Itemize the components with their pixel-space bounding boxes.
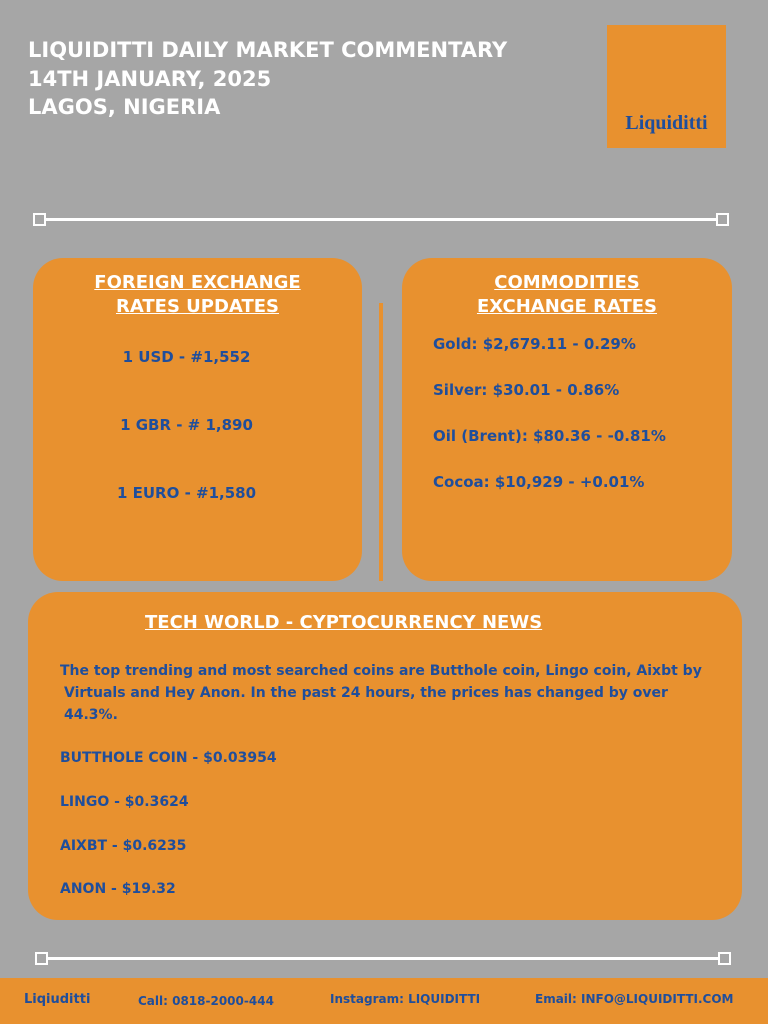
divider-end (716, 213, 729, 226)
divider-end (718, 952, 731, 965)
forex-card: FOREIGN EXCHANGE RATES UPDATES 1 USD - #… (33, 258, 362, 581)
paragraph-line: Virtuals and Hey Anon. In the past 24 ho… (64, 685, 668, 701)
logo-text: Liquiditti (625, 112, 708, 134)
tech-card: TECH WORLD - CYPTOCURRENCY NEWS The top … (28, 592, 742, 920)
footer-instagram: Instagram: LIQUIDITTI (330, 992, 481, 1006)
coin: ANON - $19.32 (60, 881, 176, 897)
separator (379, 303, 383, 581)
rate: Gold: $2,679.11 - 0.29% (433, 335, 636, 353)
card-title: COMMODITIES (494, 272, 640, 293)
footer-call: Call: 0818-2000-444 (138, 994, 274, 1008)
paragraph-line: The top trending and most searched coins… (60, 663, 702, 679)
footer (0, 978, 768, 1024)
rate: 1 GBR - # 1,890 (120, 416, 253, 434)
logo-box: Liquiditti (607, 25, 726, 148)
divider (40, 218, 724, 221)
title-line: 14TH JANUARY, 2025 (28, 67, 272, 91)
commodities-card: COMMODITIES EXCHANGE RATES Gold: $2,679.… (402, 258, 732, 581)
rate: Oil (Brent): $80.36 - -0.81% (433, 427, 666, 445)
coin: LINGO - $0.3624 (60, 794, 189, 810)
card-title: TECH WORLD - CYPTOCURRENCY NEWS (145, 612, 543, 633)
footer-email: Email: INFO@LIQUIDITTI.COM (535, 992, 734, 1006)
footer-brand: Liqiuditti (24, 992, 91, 1007)
card-title: EXCHANGE RATES (476, 296, 658, 317)
rate: 1 EURO - #1,580 (116, 484, 257, 502)
coin: BUTTHOLE COIN - $0.03954 (60, 750, 277, 766)
rate: Silver: $30.01 - 0.86% (433, 381, 620, 399)
coin: AIXBT - $0.6235 (60, 838, 187, 854)
card-title: RATES UPDATES (115, 296, 280, 317)
title-line: LIQUIDITTI DAILY MARKET COMMENTARY (28, 38, 508, 62)
rate: Cocoa: $10,929 - +0.01% (433, 473, 645, 491)
divider (42, 957, 726, 960)
paragraph-line: 44.3%. (64, 707, 118, 723)
title-line: LAGOS, NIGERIA (28, 95, 221, 119)
rate: 1 USD - #1,552 (122, 348, 251, 366)
divider-end (35, 952, 48, 965)
divider-end (33, 213, 46, 226)
card-title: FOREIGN EXCHANGE (94, 272, 301, 293)
